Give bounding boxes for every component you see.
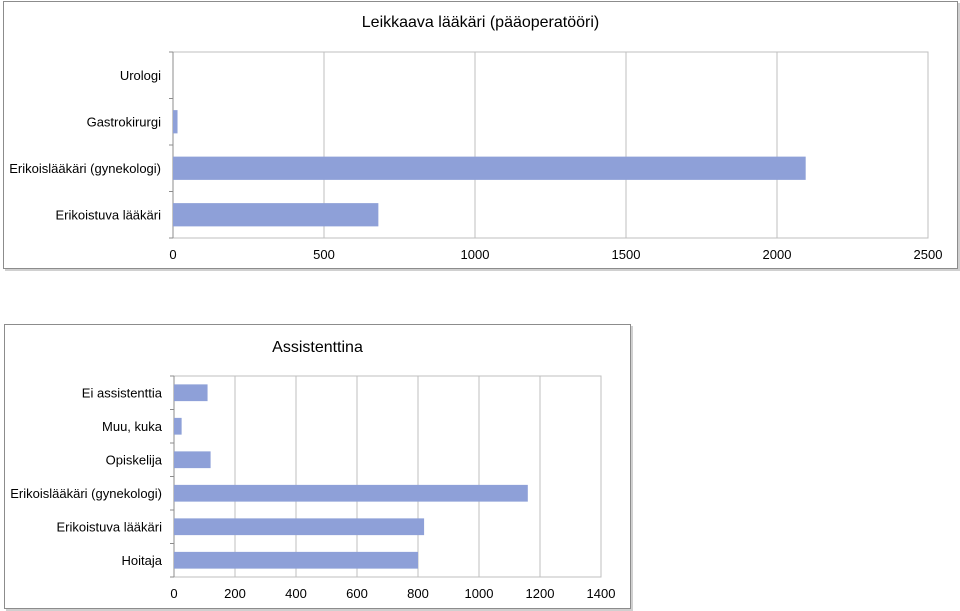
x-tick-label: 0 [170,586,177,601]
bar-chart-surgeon: Urologi Gastrokirurgi Erikoislääkäri (gyne… [9,51,943,262]
x-tick-label: 1000 [465,586,494,601]
category-label: Opiskelija [106,452,163,467]
x-tick-label: 1500 [612,247,641,262]
category-label: Erikoislääkäri (gynekologi) [9,161,161,176]
x-tick-label: 1000 [461,247,490,262]
x-tick-label: 500 [313,247,335,262]
x-tick-label: 1400 [587,586,616,601]
bar [174,484,528,502]
category-label: Hoitaja [122,553,163,568]
x-tick-label: 600 [346,586,368,601]
bar [174,384,208,402]
chart-panel-assistant: Assistenttina Ei assistenttia Muu, kuka Op… [4,324,631,609]
chart-title: Leikkaava lääkäri (pääoperatööri) [361,14,600,31]
x-tick-label: 800 [407,586,429,601]
bar [174,451,211,469]
bar [173,156,806,180]
x-tick-label: 2000 [763,247,792,262]
category-label: Erikoistuva lääkäri [56,207,162,222]
bar [173,110,178,134]
category-label: Muu, kuka [102,419,163,434]
plot-area-border [173,375,602,578]
bar [174,417,182,435]
x-tick-label: 400 [285,586,307,601]
x-tick-label: 0 [169,247,176,262]
category-label: Urologi [120,68,161,83]
bar [174,518,425,536]
bar [173,203,379,227]
category-label: Ei assistenttia [82,385,163,400]
category-label: Gastrokirurgi [87,114,162,129]
x-tick-label: 200 [224,586,246,601]
chart-panel-surgeon: Leikkaava lääkäri (pääoperatööri) Urolog… [3,1,958,269]
x-tick-label: 1200 [526,586,555,601]
category-label: Erikoislääkäri (gynekologi) [10,486,162,501]
chart-title: Assistenttina [272,339,363,356]
bar-chart-assistant: Ei assistenttia Muu, kuka Opiskelija Erikoi… [10,375,616,601]
x-tick-label: 2500 [914,247,943,262]
bar [174,551,418,569]
category-label: Erikoistuva lääkäri [57,519,163,534]
